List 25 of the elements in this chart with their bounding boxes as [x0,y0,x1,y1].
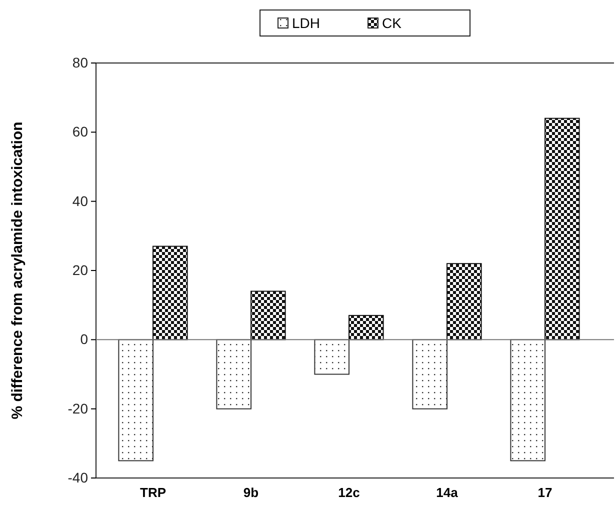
y-axis-title: % difference from acrylamide intoxication [9,122,26,420]
y-tick-label: 0 [80,331,88,348]
y-tick-label: -20 [68,400,88,416]
y-tick-label: 60 [72,124,88,140]
bar [348,314,384,340]
x-tick-label: 9b [243,485,259,500]
bar [446,263,482,340]
bar [216,339,252,410]
x-tick-label: 14a [436,485,459,500]
y-tick-label: 40 [72,192,88,209]
y-tick-label: 20 [72,262,88,278]
bar [152,246,188,340]
legend-label: CK [382,15,402,31]
bar [250,290,286,340]
bar [314,339,350,375]
bar [118,339,154,462]
bar [544,118,580,340]
legend-label: LDH [292,15,320,31]
bar [412,339,448,410]
x-tick-label: TRP [140,485,166,500]
y-tick-label: -40 [68,469,88,486]
bar [510,339,546,462]
x-tick-label: 17 [538,485,552,500]
y-tick-label: 80 [72,54,88,70]
x-tick-label: 12c [338,485,360,500]
